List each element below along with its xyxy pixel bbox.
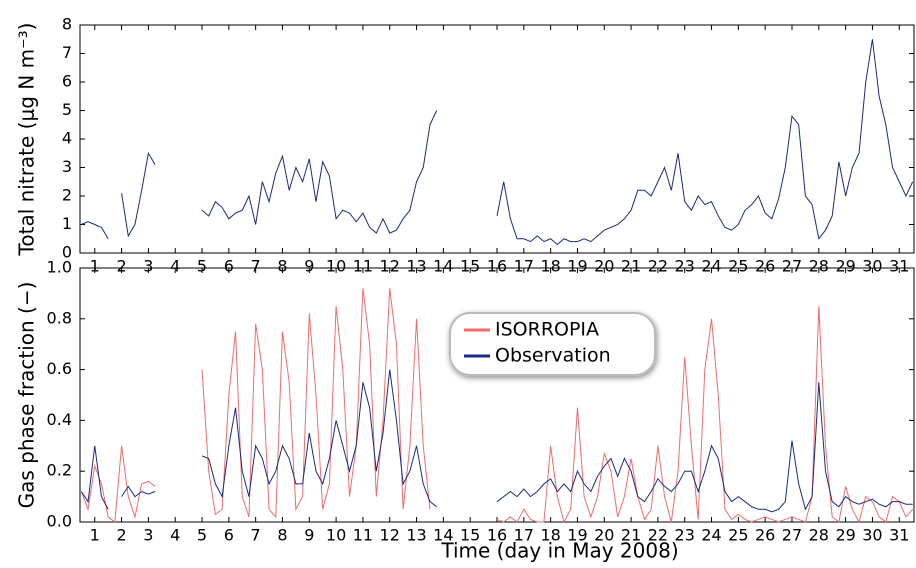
x-tick-label: 5 [197,526,207,545]
legend-box [449,312,656,376]
x-tick-label: 28 [809,257,829,276]
x-tick-label: 21 [621,257,641,276]
x-tick-label: 24 [701,257,721,276]
y-axis-label: Gas phase fraction (−) [15,282,39,509]
x-tick-label: 26 [755,257,775,276]
x-tick-label: 30 [862,257,882,276]
series-line [201,369,437,508]
x-tick-label: 6 [224,526,234,545]
x-tick-label: 9 [304,257,314,276]
x-tick-label: 18 [540,526,560,545]
x-tick-label: 25 [728,257,748,276]
x-tick-label: 3 [143,526,153,545]
y-tick-label: 0.4 [47,410,72,429]
y-tick-label: 2 [62,186,72,205]
x-tick-label: 20 [594,257,614,276]
x-tick-label: 31 [889,257,909,276]
series-line [496,306,914,524]
x-tick-label: 24 [701,526,721,545]
x-tick-label: 11 [353,526,373,545]
x-tick-label: 22 [648,257,668,276]
x-tick-label: 6 [224,257,234,276]
y-tick-label: 4 [62,129,72,148]
x-tick-label: 13 [406,257,426,276]
y-tick-label: 0.8 [47,308,72,327]
x-tick-label: 22 [648,526,668,545]
x-tick-label: 13 [406,526,426,545]
plot-frame [79,267,915,523]
x-tick-label: 4 [170,526,180,545]
x-tick-label: 17 [514,526,534,545]
x-tick-label: 10 [326,526,346,545]
y-tick-label: 0 [62,243,72,262]
y-tick-label: 6 [62,72,72,91]
series-line [201,110,438,234]
x-tick-label: 29 [835,526,855,545]
x-tick-label: 9 [304,526,314,545]
legend-label: Observation [495,345,611,367]
series-line [496,382,913,513]
series-line [81,221,109,240]
x-tick-label: 19 [567,526,587,545]
x-tick-label: 11 [353,257,373,276]
series-line [201,288,431,519]
series-line [80,445,156,523]
y-tick-label: 8 [62,15,72,34]
x-tick-label: 15 [460,257,480,276]
x-tick-label: 1 [90,257,100,276]
x-tick-label: 27 [782,257,802,276]
x-tick-label: 7 [251,526,261,545]
y-tick-label: 0.6 [47,359,72,378]
x-tick-label: 10 [326,257,346,276]
series-line [121,485,156,498]
x-tick-label: 28 [809,526,829,545]
x-tick-label: 14 [433,526,453,545]
x-tick-label: 8 [277,257,287,276]
series-line [80,445,109,510]
x-axis-label: Time (day in May 2008) [440,539,678,563]
x-tick-label: 19 [567,257,587,276]
y-tick-label: 3 [62,157,72,176]
x-tick-label: 2 [116,526,126,545]
x-tick-label: 27 [782,526,802,545]
x-tick-label: 8 [277,526,287,545]
x-tick-label: 5 [197,257,207,276]
y-tick-label: 0.0 [47,512,72,531]
x-tick-label: 14 [433,257,453,276]
x-tick-label: 29 [835,257,855,276]
x-tick-label: 18 [540,257,560,276]
series-line [496,39,914,246]
legend-label: ISORROPIA [495,319,599,341]
x-tick-label: 7 [251,257,261,276]
x-tick-label: 23 [675,257,695,276]
y-tick-label: 1.0 [47,258,72,277]
x-tick-label: 15 [460,526,480,545]
series-line [121,151,156,238]
x-tick-label: 12 [380,257,400,276]
x-tick-label: 17 [514,257,534,276]
x-tick-label: 23 [675,526,695,545]
y-tick-label: 5 [62,100,72,119]
x-tick-label: 20 [594,526,614,545]
x-tick-label: 16 [487,526,507,545]
x-tick-label: 2 [116,257,126,276]
y-axis-label: Total nitrate (μg N m⁻³) [15,23,39,257]
y-tick-label: 7 [62,43,72,62]
x-tick-label: 1 [90,526,100,545]
x-tick-label: 30 [862,526,882,545]
x-tick-label: 26 [755,526,775,545]
x-tick-label: 3 [143,257,153,276]
x-tick-label: 12 [380,526,400,545]
x-tick-label: 21 [621,526,641,545]
x-tick-label: 16 [487,257,507,276]
x-tick-label: 31 [889,526,909,545]
y-tick-label: 1 [62,214,72,233]
x-tick-label: 4 [170,257,180,276]
x-tick-label: 25 [728,526,748,545]
y-tick-label: 0.2 [47,461,72,480]
